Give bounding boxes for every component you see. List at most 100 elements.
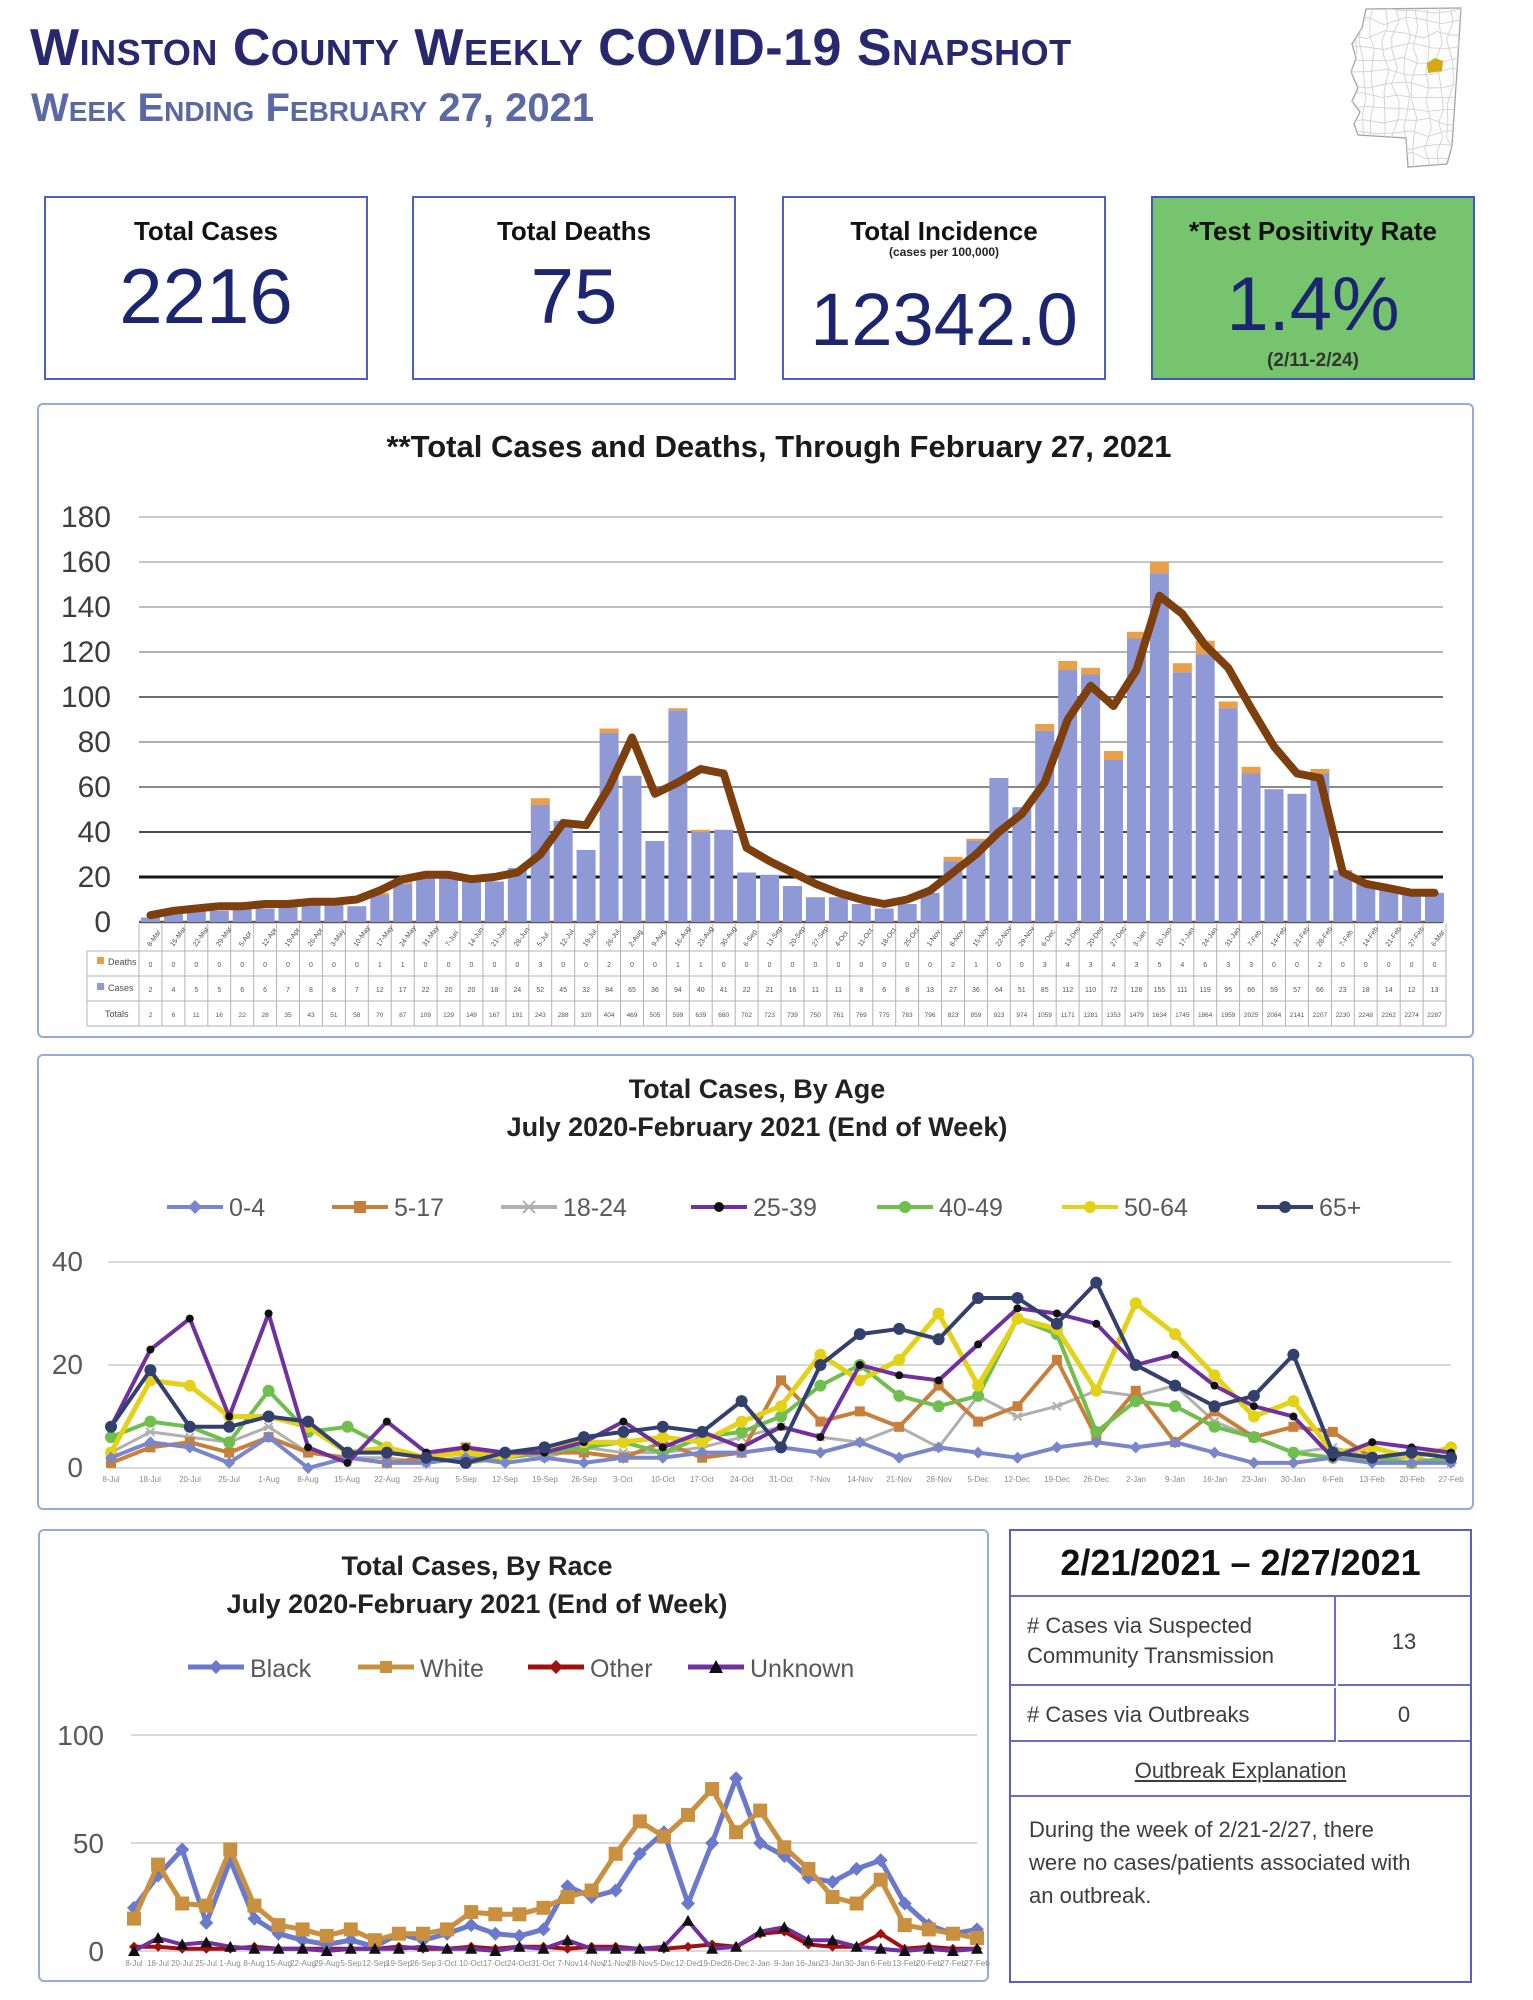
svg-text:0: 0	[859, 962, 863, 969]
svg-text:0: 0	[217, 962, 221, 969]
svg-text:12-Dec: 12-Dec	[675, 1959, 701, 1968]
svg-text:243: 243	[535, 1012, 546, 1019]
svg-text:0: 0	[515, 962, 519, 969]
svg-text:0: 0	[171, 962, 175, 969]
svg-text:6: 6	[240, 987, 244, 994]
svg-text:7: 7	[355, 987, 359, 994]
svg-text:19-Sep: 19-Sep	[532, 1475, 558, 1484]
svg-text:6-Sep: 6-Sep	[743, 929, 760, 948]
svg-text:6-Feb: 6-Feb	[1323, 1475, 1344, 1484]
svg-text:32: 32	[582, 987, 590, 994]
svg-text:17: 17	[399, 987, 407, 994]
svg-text:702: 702	[741, 1012, 752, 1019]
svg-text:26-Jul: 26-Jul	[605, 928, 622, 948]
svg-text:50: 50	[73, 1828, 104, 1859]
svg-text:100: 100	[57, 1720, 104, 1751]
svg-text:112: 112	[1062, 987, 1073, 994]
svg-text:9-Aug: 9-Aug	[651, 929, 668, 948]
svg-text:51: 51	[1018, 987, 1026, 994]
svg-text:288: 288	[558, 1012, 569, 1019]
svg-text:22: 22	[239, 1012, 247, 1019]
svg-text:109: 109	[420, 1012, 431, 1019]
svg-text:3-Jan: 3-Jan	[1132, 930, 1148, 948]
svg-text:0: 0	[1272, 962, 1276, 969]
svg-text:5-Dec: 5-Dec	[653, 1959, 674, 1968]
svg-text:6-Feb: 6-Feb	[871, 1959, 892, 1968]
svg-text:0: 0	[424, 962, 428, 969]
svg-text:0: 0	[882, 962, 886, 969]
svg-text:45: 45	[559, 987, 567, 994]
svg-text:2248: 2248	[1359, 1012, 1374, 1019]
svg-text:26-Sep: 26-Sep	[410, 1959, 436, 1968]
svg-text:94: 94	[674, 987, 682, 994]
svg-text:923: 923	[993, 1012, 1004, 1019]
svg-text:0: 0	[194, 962, 198, 969]
svg-text:8-Mar: 8-Mar	[146, 929, 163, 949]
svg-text:1353: 1353	[1106, 1012, 1121, 1019]
svg-text:24-Oct: 24-Oct	[730, 1475, 755, 1484]
svg-text:25-Jul: 25-Jul	[195, 1959, 217, 1968]
svg-text:18-Jul: 18-Jul	[147, 1959, 169, 1968]
svg-text:8: 8	[859, 987, 863, 994]
svg-text:22-Nov: 22-Nov	[995, 925, 1014, 948]
svg-text:26-Dec: 26-Dec	[1083, 1475, 1109, 1484]
svg-text:3-May: 3-May	[330, 928, 347, 948]
svg-text:8: 8	[332, 987, 336, 994]
svg-text:9-Jan: 9-Jan	[774, 1959, 794, 1968]
svg-text:80: 80	[78, 726, 111, 759]
svg-text:0: 0	[1020, 962, 1024, 969]
svg-text:2-Aug: 2-Aug	[628, 929, 645, 948]
svg-text:1864: 1864	[1198, 1012, 1213, 1019]
svg-text:12-Dec: 12-Dec	[1004, 1475, 1030, 1484]
svg-text:23: 23	[1339, 987, 1347, 994]
svg-text:16: 16	[216, 1012, 224, 1019]
svg-text:5-17: 5-17	[394, 1194, 444, 1222]
svg-text:84: 84	[605, 987, 613, 994]
svg-text:36: 36	[651, 987, 659, 994]
svg-text:18-Jul: 18-Jul	[139, 1475, 161, 1484]
svg-text:57: 57	[1293, 987, 1301, 994]
svg-text:0: 0	[1410, 962, 1414, 969]
svg-text:20-Dec: 20-Dec	[1087, 925, 1106, 948]
svg-text:14-Nov: 14-Nov	[579, 1959, 605, 1968]
svg-text:22-Aug: 22-Aug	[290, 1959, 316, 1968]
svg-text:1745: 1745	[1175, 1012, 1190, 1019]
svg-text:0: 0	[470, 962, 474, 969]
svg-text:16-Jan: 16-Jan	[1203, 1475, 1227, 1484]
svg-text:0: 0	[905, 962, 909, 969]
svg-text:0: 0	[745, 962, 749, 969]
svg-text:17-Oct: 17-Oct	[690, 1475, 715, 1484]
svg-text:21-Nov: 21-Nov	[603, 1959, 629, 1968]
svg-text:0: 0	[1364, 962, 1368, 969]
svg-text:6-Mar: 6-Mar	[1430, 929, 1447, 949]
svg-text:65: 65	[628, 987, 636, 994]
svg-text:2274: 2274	[1404, 1012, 1419, 1019]
svg-text:5-Jul: 5-Jul	[536, 931, 551, 948]
svg-text:1959: 1959	[1221, 1012, 1236, 1019]
svg-text:1: 1	[401, 962, 405, 969]
svg-text:20: 20	[468, 987, 476, 994]
svg-text:191: 191	[512, 1012, 523, 1019]
svg-text:3-Oct: 3-Oct	[613, 1475, 633, 1484]
svg-text:8: 8	[309, 987, 313, 994]
svg-text:0: 0	[88, 1936, 104, 1967]
svg-text:95: 95	[1224, 987, 1232, 994]
svg-text:12-Sep: 12-Sep	[492, 1475, 518, 1484]
svg-text:28-Nov: 28-Nov	[926, 1475, 952, 1484]
svg-text:15-Nov: 15-Nov	[972, 925, 991, 948]
svg-text:0: 0	[928, 962, 932, 969]
svg-text:59: 59	[1270, 987, 1278, 994]
svg-text:0: 0	[67, 1452, 83, 1483]
svg-text:36: 36	[972, 987, 980, 994]
svg-text:0: 0	[1433, 962, 1437, 969]
svg-text:1: 1	[378, 962, 382, 969]
svg-text:29-Aug: 29-Aug	[314, 1959, 340, 1968]
svg-text:0: 0	[722, 962, 726, 969]
svg-text:0: 0	[355, 962, 359, 969]
svg-text:1: 1	[699, 962, 703, 969]
svg-text:119: 119	[1200, 987, 1211, 994]
svg-text:167: 167	[489, 1012, 500, 1019]
svg-text:0: 0	[332, 962, 336, 969]
svg-text:18-24: 18-24	[563, 1194, 627, 1222]
svg-text:72: 72	[1110, 987, 1118, 994]
